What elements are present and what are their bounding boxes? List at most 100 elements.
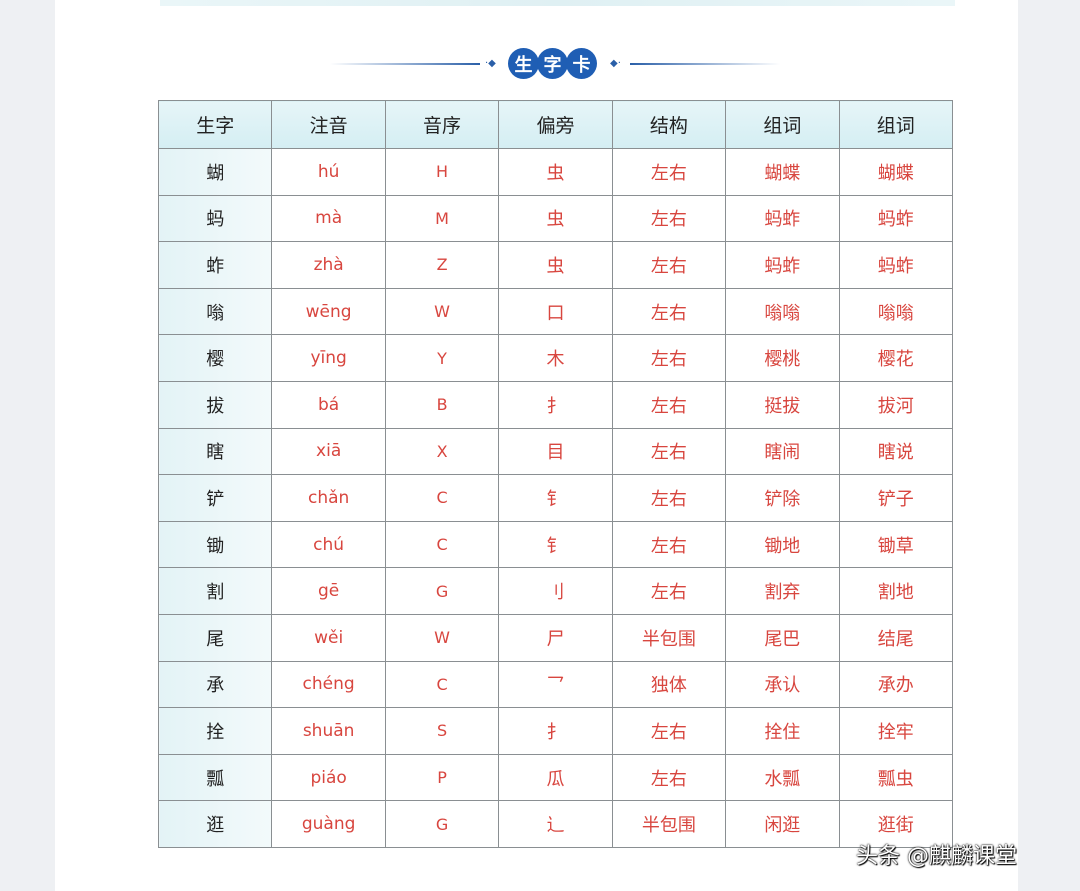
cell-character: 拔: [157, 380, 273, 429]
cell-pinyin: wěi: [271, 613, 386, 662]
column-header-pinyin: 注音: [271, 100, 386, 149]
cell-pinyin: gē: [271, 567, 386, 615]
header-row: 生字 注音 音序 偏旁 结构 组词 组词: [157, 100, 954, 149]
cell-structure: 半包围: [611, 800, 727, 848]
cell-initial: C: [384, 660, 500, 709]
cell-structure: 左右: [611, 148, 727, 196]
cell-word-2: 樱花: [838, 334, 954, 382]
cell-word-1: 闲逛: [725, 800, 840, 848]
watermark: 头条 @麒麟课堂: [856, 844, 1017, 869]
cell-structure: 半包围: [611, 613, 727, 662]
cell-pinyin: yīng: [271, 334, 386, 382]
cell-pinyin: guàng: [271, 800, 386, 848]
cell-structure: 左右: [611, 334, 727, 382]
cell-radical: 目: [498, 427, 613, 476]
cell-initial: G: [384, 567, 500, 615]
cell-radical: 乛: [498, 660, 613, 709]
cell-word-2: 蚂蚱: [838, 241, 954, 289]
table-row: 锄 chú C 钅左右 锄地 锄草: [157, 520, 954, 569]
top-band: [160, 0, 955, 6]
table-row: 尾 wěi W 尸半包围 尾巴 结尾: [157, 613, 954, 662]
cell-character: 瞎: [157, 427, 273, 476]
cell-word-2: 逛街: [838, 800, 954, 848]
table-row: 樱 yīng Y 木左右 樱桃 樱花: [157, 334, 954, 382]
cell-word-1: 铲除: [725, 474, 840, 522]
cell-structure: 独体: [611, 660, 727, 709]
cell-radical: 虫: [498, 241, 613, 289]
cell-character: 锄: [157, 520, 273, 569]
table-row: 承 chéng C 乛独体 承认 承办: [157, 660, 954, 709]
cell-structure: 左右: [611, 707, 727, 755]
cell-structure: 左右: [611, 241, 727, 289]
cell-word-1: 锄地: [725, 520, 840, 569]
cell-initial: Y: [384, 334, 500, 382]
table-row: 蚱 zhà Z 虫左右 蚂蚱 蚂蚱: [157, 241, 954, 289]
cell-word-1: 挺拔: [725, 380, 840, 429]
cell-radical: 口: [498, 287, 613, 336]
cell-word-2: 结尾: [838, 613, 954, 662]
cell-structure: 左右: [611, 474, 727, 522]
column-header-character: 生字: [157, 100, 273, 149]
cell-radical: 刂: [498, 567, 613, 615]
cell-radical: 尸: [498, 613, 613, 662]
cell-initial: X: [384, 427, 500, 476]
cell-character: 逛: [157, 800, 273, 848]
cell-radical: 扌: [498, 707, 613, 755]
cell-structure: 左右: [611, 520, 727, 569]
table-row: 铲 chǎn C 钅左右 铲除 铲子: [157, 474, 954, 522]
cell-word-1: 水瓢: [725, 753, 840, 802]
cell-character: 樱: [157, 334, 273, 382]
cell-initial: M: [384, 194, 500, 243]
cell-radical: 钅: [498, 520, 613, 569]
cell-pinyin: hú: [271, 148, 386, 196]
cell-initial: G: [384, 800, 500, 848]
cell-word-2: 瓢虫: [838, 753, 954, 802]
cell-character: 蚂: [157, 194, 273, 243]
cell-initial: C: [384, 474, 500, 522]
table-row: 蝴 hú H 虫左右 蝴蝶 蝴蝶: [157, 148, 954, 196]
cell-word-1: 蝴蝶: [725, 148, 840, 196]
cell-initial: W: [384, 287, 500, 336]
cell-word-1: 承认: [725, 660, 840, 709]
column-header-word-2: 组词: [838, 100, 954, 149]
cell-word-1: 蚂蚱: [725, 241, 840, 289]
cell-radical: 虫: [498, 148, 613, 196]
title-divider-right: [630, 63, 780, 65]
title-divider-left: [330, 63, 480, 65]
cell-structure: 左右: [611, 380, 727, 429]
title-dots-right: ◆·: [610, 58, 621, 69]
cell-pinyin: chǎn: [271, 474, 386, 522]
cell-character: 割: [157, 567, 273, 615]
cell-word-2: 蚂蚱: [838, 194, 954, 243]
cell-word-2: 锄草: [838, 520, 954, 569]
cell-pinyin: bá: [271, 380, 386, 429]
cell-initial: P: [384, 753, 500, 802]
column-header-initial: 音序: [384, 100, 500, 149]
cell-word-1: 割弃: [725, 567, 840, 615]
cell-word-2: 嗡嗡: [838, 287, 954, 336]
cell-character: 尾: [157, 613, 273, 662]
cell-radical: 钅: [498, 474, 613, 522]
cell-word-1: 瞎闹: [725, 427, 840, 476]
table-row: 瓢 piáo P 瓜左右 水瓢 瓢虫: [157, 753, 954, 802]
cell-structure: 左右: [611, 567, 727, 615]
table-row: 拴 shuān S 扌左右 拴住 拴牢: [157, 707, 954, 755]
cell-character: 铲: [157, 474, 273, 522]
table-row: 逛 guàng G 辶半包围 闲逛 逛街: [157, 800, 954, 848]
title-char: 生: [508, 48, 539, 79]
cell-initial: C: [384, 520, 500, 569]
cell-initial: W: [384, 613, 500, 662]
cell-character: 瓢: [157, 753, 273, 802]
title-dots-left: ·◆: [485, 58, 496, 69]
cell-structure: 左右: [611, 287, 727, 336]
cell-word-2: 割地: [838, 567, 954, 615]
cell-character: 拴: [157, 707, 273, 755]
cell-structure: 左右: [611, 427, 727, 476]
title-badge: 生 字 卡: [508, 48, 597, 79]
cell-word-2: 蝴蝶: [838, 148, 954, 196]
column-header-word-1: 组词: [725, 100, 840, 149]
table-row: 割 gē G 刂左右 割弃 割地: [157, 567, 954, 615]
title-char: 字: [537, 48, 568, 79]
cell-word-1: 尾巴: [725, 613, 840, 662]
table-row: 蚂 mà M 虫左右 蚂蚱 蚂蚱: [157, 194, 954, 243]
